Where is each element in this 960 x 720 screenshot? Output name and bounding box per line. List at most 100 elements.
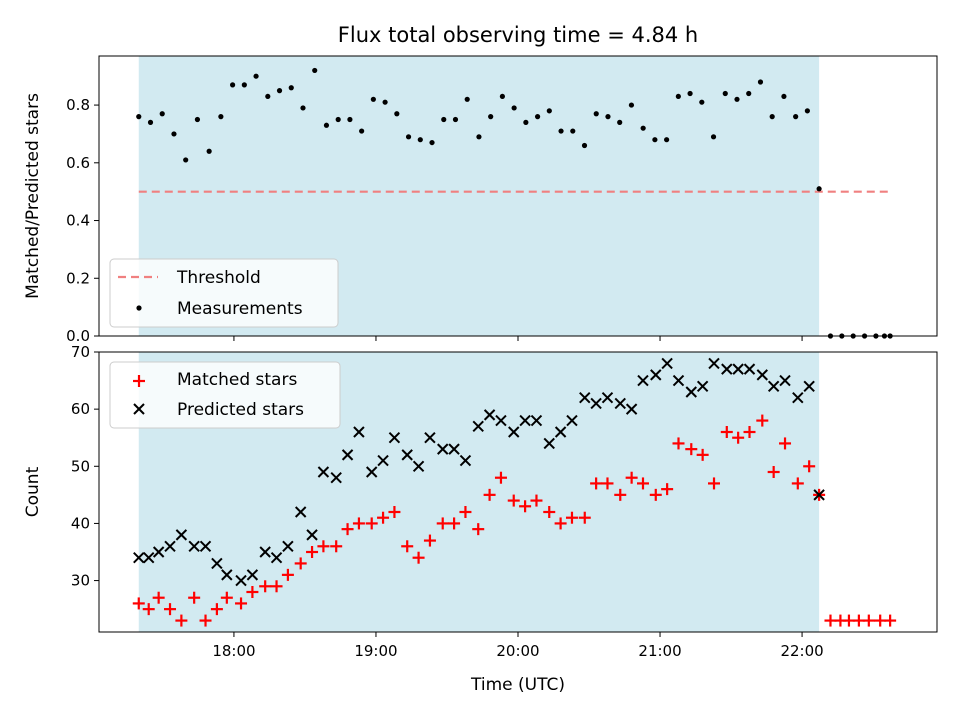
y-tick-label: 0.6 bbox=[66, 154, 90, 172]
matched-star-point bbox=[341, 523, 354, 536]
measurement-point bbox=[816, 186, 822, 192]
bottom-axes-frame bbox=[98, 351, 938, 633]
matched-star-point bbox=[779, 437, 792, 450]
measurement-point bbox=[804, 108, 810, 114]
predicted-x-b bbox=[152, 546, 165, 558]
matched-star-point bbox=[142, 603, 155, 616]
predicted-x-b bbox=[792, 392, 804, 404]
measurement-point bbox=[617, 119, 623, 125]
measurement-point bbox=[476, 134, 482, 140]
y-tick-label: 0.8 bbox=[66, 96, 90, 114]
matched-star-point bbox=[352, 517, 365, 530]
predicted-x-b bbox=[306, 529, 318, 541]
measurement-point bbox=[300, 105, 306, 111]
predicted-star-point bbox=[306, 529, 318, 541]
measurement-point bbox=[534, 114, 541, 120]
bottom-y-axis-label: Count bbox=[23, 466, 43, 517]
predicted-x-b bbox=[661, 357, 673, 370]
predicted-star-point bbox=[756, 369, 769, 381]
matched-star-point bbox=[791, 477, 804, 490]
matched-star-point bbox=[220, 591, 233, 604]
measurement-point bbox=[722, 90, 728, 97]
matched-star-point bbox=[246, 586, 259, 598]
measurement-point bbox=[605, 114, 611, 120]
predicted-x-b bbox=[566, 414, 578, 427]
matched-star-point bbox=[448, 517, 461, 530]
matched-star-point bbox=[472, 523, 485, 536]
predicted-star-point bbox=[721, 363, 733, 375]
predicted-x-b bbox=[221, 569, 233, 581]
predicted-x-b bbox=[813, 489, 825, 501]
measurement-point bbox=[769, 114, 775, 120]
matched-star-point bbox=[210, 603, 223, 616]
predicted-star-point bbox=[543, 437, 555, 450]
predicted-star-point bbox=[767, 380, 780, 392]
predicted-x-b bbox=[341, 449, 354, 461]
predicted-star-point bbox=[175, 529, 188, 541]
predicted-x-b bbox=[294, 506, 307, 518]
measurement-point bbox=[253, 73, 259, 79]
measurement-point bbox=[746, 90, 752, 97]
measurement-point bbox=[581, 142, 588, 149]
x-tick-label: 19:00 bbox=[354, 642, 397, 660]
predicted-star-point bbox=[792, 392, 804, 404]
matched-star-point bbox=[756, 414, 769, 427]
predicted-star-point bbox=[424, 432, 436, 444]
matched-star-point bbox=[543, 506, 556, 518]
predicted-star-point bbox=[614, 397, 626, 410]
bottom-x-ticks: 18:00 19:00 20:00 21:00 22:00 bbox=[212, 632, 824, 660]
predicted-x-b bbox=[590, 397, 602, 410]
predicted-star-point bbox=[708, 357, 720, 370]
measurement-point bbox=[464, 96, 470, 102]
predicted-x-b bbox=[779, 374, 791, 387]
measurement-point bbox=[558, 128, 564, 134]
predicted-star-point bbox=[199, 540, 212, 552]
y-tick-label: 0.4 bbox=[66, 212, 90, 230]
predicted-x-b bbox=[579, 392, 591, 404]
matched-star-point bbox=[132, 597, 145, 610]
measurement-point bbox=[640, 125, 646, 131]
measurement-point bbox=[675, 93, 681, 100]
measurement-point bbox=[757, 79, 764, 85]
matched-star-point bbox=[294, 557, 307, 570]
matched-star-point bbox=[494, 471, 507, 484]
predicted-star-point bbox=[259, 546, 271, 558]
matched-star-point bbox=[672, 437, 685, 450]
predicted-star-point bbox=[661, 357, 673, 370]
predicted-x-b bbox=[365, 466, 378, 478]
measurement-point bbox=[218, 114, 224, 120]
matched-star-point bbox=[519, 500, 532, 513]
measurement-point bbox=[734, 96, 740, 102]
matched-star-point bbox=[554, 517, 567, 530]
matched-stars-series bbox=[132, 414, 897, 627]
matched-star-point bbox=[306, 546, 319, 558]
predicted-x-b bbox=[519, 414, 531, 427]
x-tick-label: 20:00 bbox=[496, 642, 539, 660]
predicted-star-point bbox=[221, 569, 233, 581]
predicted-star-point bbox=[495, 414, 507, 427]
measurement-point bbox=[265, 93, 271, 100]
measurement-point bbox=[206, 148, 212, 154]
predicted-star-point bbox=[459, 454, 472, 467]
matched-star-point bbox=[483, 488, 496, 501]
matched-star-point bbox=[164, 603, 177, 616]
legend-predicted-swatch bbox=[133, 403, 145, 415]
predicted-star-point bbox=[143, 552, 155, 564]
top-y-axis-label: Matched/Predicted stars bbox=[23, 93, 43, 299]
y-tick-label: 40 bbox=[71, 514, 90, 532]
measurement-point bbox=[546, 108, 552, 114]
predicted-star-point bbox=[388, 432, 401, 444]
measurement-point bbox=[687, 90, 693, 97]
y-tick-label: 70 bbox=[71, 343, 90, 361]
y-tick-label: 0.2 bbox=[66, 269, 90, 287]
predicted-star-point bbox=[637, 374, 649, 387]
predicted-x-b bbox=[412, 460, 425, 472]
matched-star-point bbox=[661, 483, 674, 496]
measurement-point bbox=[359, 128, 365, 134]
matched-star-point bbox=[767, 466, 780, 478]
predicted-x-b bbox=[188, 540, 200, 552]
predicted-star-point bbox=[530, 414, 543, 427]
measurement-point bbox=[593, 111, 599, 117]
matched-star-point bbox=[507, 494, 520, 507]
